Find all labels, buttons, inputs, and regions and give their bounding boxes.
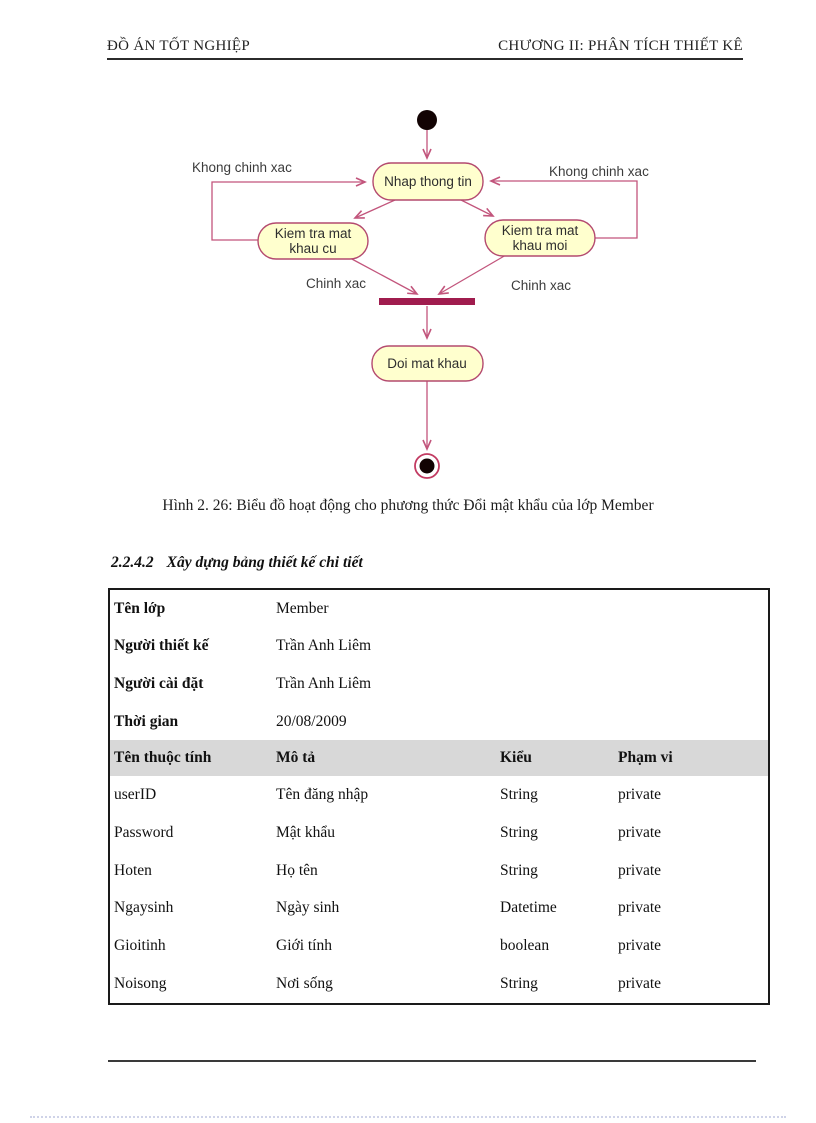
edge-check-new-loop-back — [489, 176, 638, 239]
attr-type: String — [500, 974, 538, 992]
attr-scope: private — [618, 823, 662, 841]
section-number: 2.2.4.2 — [111, 554, 154, 571]
column-header: Kiểu — [500, 749, 532, 767]
attr-description: Họ tên — [276, 861, 318, 879]
table-row: Gioitinh Giới tính boolean private — [110, 927, 768, 965]
header-right-title: CHƯƠNG II: PHÂN TÍCH THIẾT KÊ — [498, 38, 743, 54]
attr-scope: private — [618, 786, 662, 804]
meta-label: Thời gian — [114, 712, 179, 730]
activity-check-old-label-line2: khau cu — [289, 241, 336, 256]
activity-change-password: Doi mat khau — [371, 345, 484, 382]
section-heading: 2.2.4.2 Xây dựng bảng thiết kế chi tiết — [111, 554, 363, 572]
attr-description: Mật khẩu — [276, 823, 335, 841]
edge-input-to-check-old — [353, 199, 396, 219]
edge-label-correct-left: Chinh xac — [306, 276, 366, 291]
attr-description: Giới tính — [276, 936, 332, 954]
table-meta-row: Người cài đặt Trần Anh Liêm — [110, 665, 768, 703]
meta-value: Trần Anh Liêm — [276, 637, 372, 655]
attr-name: Noisong — [114, 974, 167, 992]
edge-label-incorrect-left: Khong chinh xac — [192, 160, 292, 175]
attr-scope: private — [618, 899, 662, 917]
attr-type: Datetime — [500, 899, 557, 917]
edge-check-old-loop-back — [211, 177, 367, 241]
edge-label-correct-right: Chinh xac — [511, 278, 571, 293]
page-bottom-dotted-line — [30, 1116, 786, 1118]
attr-type: boolean — [500, 936, 550, 954]
end-node — [414, 453, 440, 479]
activity-check-new-label-line2: khau moi — [513, 238, 568, 253]
edge-label-incorrect-right: Khong chinh xac — [549, 164, 649, 179]
edge-input-to-check-new — [460, 199, 495, 217]
attr-name: Hoten — [114, 861, 152, 879]
design-detail-table: Tên lớp Member Người thiết kế Trần Anh L… — [108, 588, 770, 1005]
start-node — [417, 110, 437, 130]
attr-description: Nơi sống — [276, 974, 333, 992]
diagram-edges — [211, 130, 638, 451]
edge-check-old-to-sync — [349, 257, 419, 295]
footer-rule — [108, 1060, 756, 1062]
table-row: Password Mật khẩu String private — [110, 814, 768, 852]
attr-name: Password — [114, 823, 174, 841]
meta-value: Member — [276, 599, 329, 617]
activity-diagram: Nhap thong tin Kiem tra mat khau cu Kiem… — [192, 110, 649, 479]
table-meta-row: Thời gian 20/08/2009 — [110, 703, 768, 741]
attr-scope: private — [618, 936, 662, 954]
table-row: userID Tên đăng nhập String private — [110, 776, 768, 814]
activity-check-new-password: Kiem tra mat khau moi — [484, 219, 596, 257]
table-row: Ngaysinh Ngày sinh Datetime private — [110, 889, 768, 927]
table-meta-row: Tên lớp Member — [110, 590, 768, 628]
attr-type: String — [500, 786, 538, 804]
table-meta-row: Người thiết kế Trần Anh Liêm — [110, 628, 768, 666]
meta-value: Trần Anh Liêm — [276, 674, 372, 692]
section-title: Xây dựng bảng thiết kế chi tiết — [166, 554, 363, 571]
activity-check-new-label-line1: Kiem tra mat — [502, 223, 579, 238]
edge-check-new-to-sync — [437, 254, 507, 295]
activity-check-old-label-line1: Kiem tra mat — [275, 226, 352, 241]
attr-description: Tên đăng nhập — [276, 786, 369, 804]
meta-label: Người thiết kế — [114, 637, 209, 655]
column-header: Phạm vi — [618, 749, 673, 767]
attr-scope: private — [618, 861, 662, 879]
attr-scope: private — [618, 974, 662, 992]
attr-name: userID — [114, 786, 157, 804]
sync-bar — [379, 298, 475, 305]
activity-input-info: Nhap thong tin — [372, 162, 484, 201]
column-header: Mô tả — [276, 749, 316, 767]
meta-label: Người cài đặt — [114, 674, 204, 692]
table-header-row: Tên thuộc tính Mô tả Kiểu Phạm vi — [110, 740, 768, 777]
header-left-title: ĐỒ ÁN TỐT NGHIỆP — [107, 38, 250, 54]
attr-description: Ngày sinh — [276, 899, 340, 917]
activity-input-info-label: Nhap thong tin — [384, 174, 472, 189]
figure-caption: Hình 2. 26: Biểu đồ hoạt động cho phương… — [162, 497, 654, 514]
meta-value: 20/08/2009 — [276, 712, 347, 730]
attr-type: String — [500, 823, 538, 841]
table-row: Hoten Họ tên String private — [110, 852, 768, 890]
table-row: Noisong Nơi sống String private — [110, 965, 768, 1003]
attr-name: Ngaysinh — [114, 899, 174, 917]
attr-name: Gioitinh — [114, 936, 166, 954]
activity-check-old-password: Kiem tra mat khau cu — [257, 222, 369, 260]
attr-type: String — [500, 861, 538, 879]
activity-change-password-label: Doi mat khau — [387, 356, 467, 371]
page-header: ĐỒ ÁN TỐT NGHIỆP CHƯƠNG II: PHÂN TÍCH TH… — [107, 38, 743, 60]
meta-label: Tên lớp — [114, 599, 166, 617]
column-header: Tên thuộc tính — [114, 749, 212, 767]
